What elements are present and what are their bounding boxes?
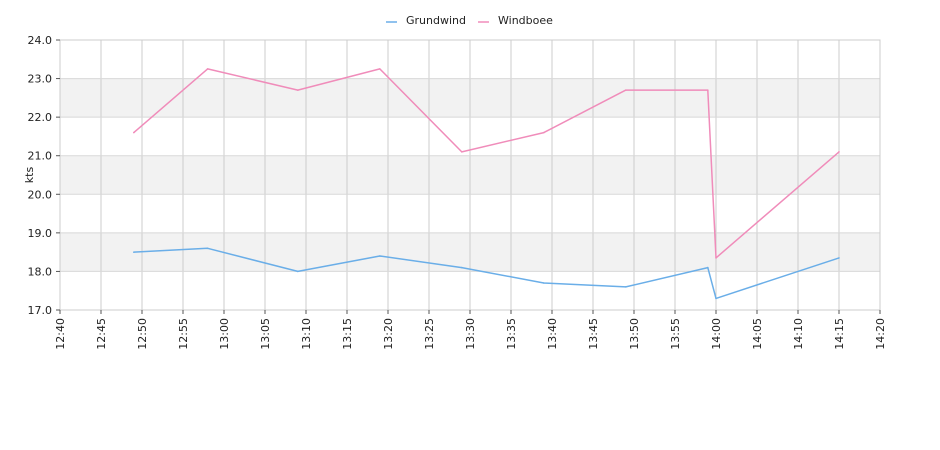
x-tick-label: 12:40: [54, 318, 67, 350]
data-point-grundwind: [206, 247, 209, 250]
data-point-grundwind: [838, 257, 840, 259]
y-tick-label: 20.0: [28, 188, 53, 201]
y-tick-label: 22.0: [28, 111, 53, 124]
x-tick-label: 13:55: [669, 318, 682, 350]
x-tick-label: 14:20: [874, 318, 887, 350]
series-lines: [133, 68, 840, 300]
y-tick-label: 18.0: [28, 265, 53, 278]
x-tick-label: 13:05: [259, 318, 272, 350]
x-tick-label: 14:10: [792, 318, 805, 350]
data-point-windboee: [133, 131, 135, 134]
x-tick-label: 13:10: [300, 318, 313, 350]
data-point-windboee: [206, 68, 209, 70]
x-tick-label: 13:20: [382, 318, 395, 350]
data-point-windboee: [707, 89, 709, 91]
y-axis-label: kts: [23, 167, 36, 184]
x-tick-label: 13:00: [218, 318, 231, 350]
x-tick-label: 14:00: [710, 318, 723, 350]
y-tick-label: 21.0: [28, 150, 53, 163]
data-point-grundwind: [133, 251, 135, 253]
x-tick-label: 13:40: [546, 318, 559, 350]
x-tick-label: 12:50: [136, 318, 149, 350]
data-point-windboee: [625, 89, 627, 91]
data-point-grundwind: [707, 266, 709, 269]
x-tick-label: 13:25: [423, 318, 436, 350]
x-tick-label: 14:15: [833, 318, 846, 350]
data-point-windboee: [379, 68, 381, 70]
x-tick-label: 13:35: [505, 318, 518, 350]
y-tick-label: 24.0: [28, 34, 53, 47]
y-axis-ticks: 17.0 18.0 19.0 20.0 21.0 22.0 23.0 24.0: [28, 34, 60, 317]
data-point-grundwind: [297, 270, 299, 273]
data-point-grundwind: [625, 286, 627, 288]
x-axis-ticks: 12:40 12:45 12:50 12:55 13:00 13:05 13:10 13:15…: [54, 310, 887, 350]
legend-label-windboee: Windboee: [498, 14, 553, 27]
legend-label-grundwind: Grundwind: [406, 14, 466, 27]
x-tick-label: 12:55: [177, 318, 190, 350]
legend: Grundwind Windboee: [386, 14, 553, 27]
data-point-grundwind: [379, 255, 381, 257]
y-tick-label: 23.0: [28, 73, 53, 86]
x-tick-label: 14:05: [751, 318, 764, 350]
x-tick-label: 13:15: [341, 318, 354, 350]
x-tick-label: 13:30: [464, 318, 477, 350]
data-point-windboee: [297, 89, 299, 91]
data-point-grundwind: [715, 297, 717, 300]
data-point-windboee: [543, 131, 545, 134]
series-line-windboee: [133, 68, 840, 259]
x-tick-label: 13:45: [587, 318, 600, 350]
y-tick-label: 17.0: [28, 304, 53, 317]
x-tick-label: 13:50: [628, 318, 641, 350]
x-tick-label: 12:45: [95, 318, 108, 350]
data-point-grundwind: [543, 282, 545, 284]
data-point-grundwind: [461, 266, 463, 269]
y-tick-label: 19.0: [28, 227, 53, 240]
data-point-windboee: [838, 151, 840, 153]
series-line-grundwind: [133, 247, 840, 300]
data-point-windboee: [715, 257, 717, 259]
data-point-windboee: [461, 151, 463, 153]
